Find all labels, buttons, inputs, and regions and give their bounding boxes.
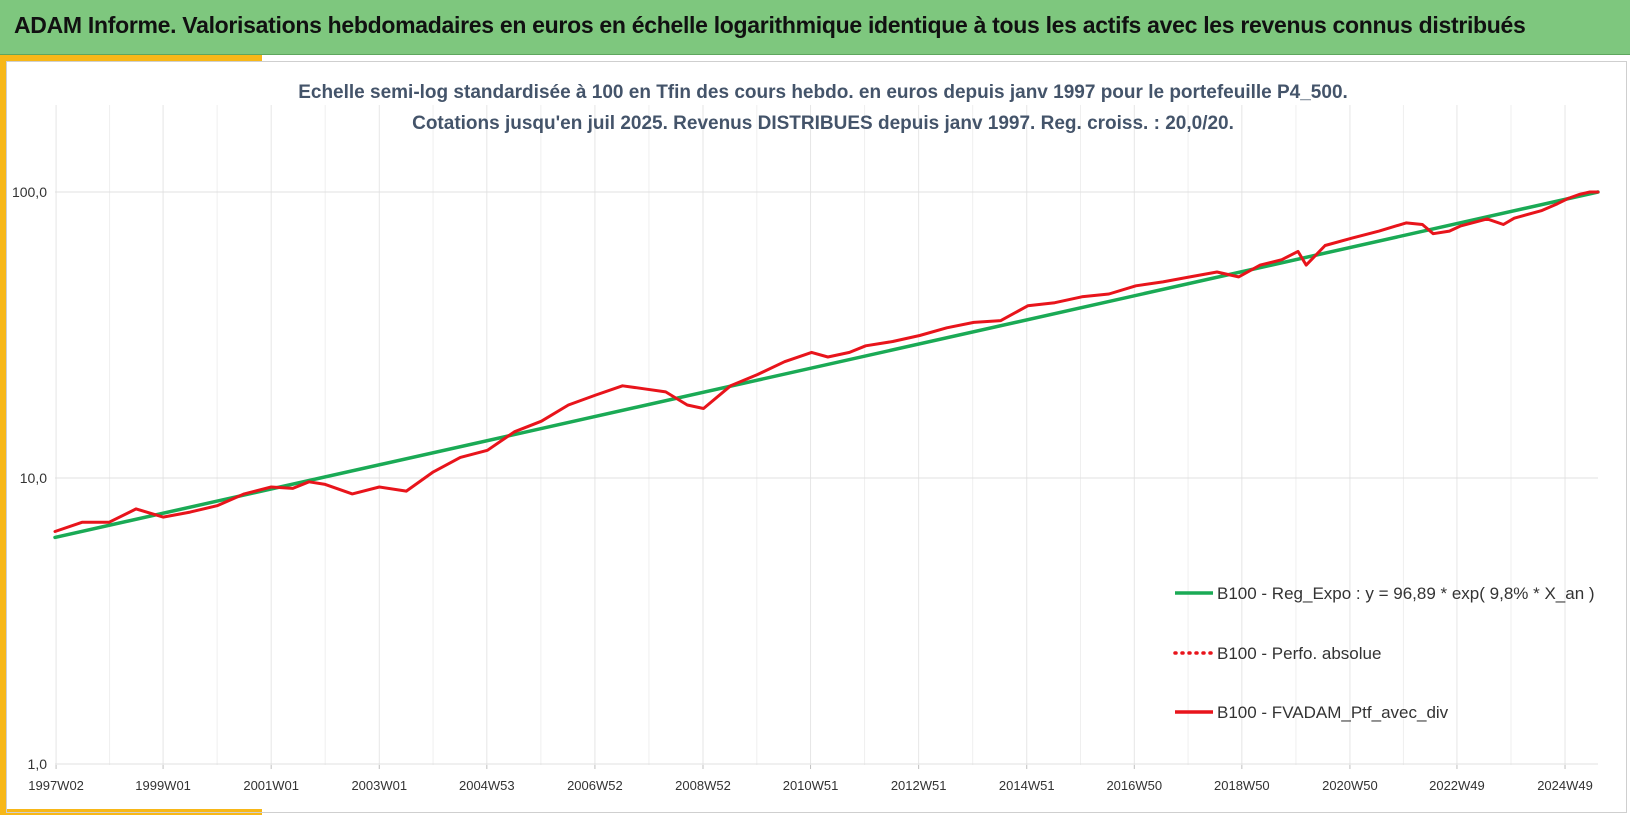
x-tick-label: 2020W50 xyxy=(1322,778,1378,793)
y-axis: 1,0 10,0 100,0 xyxy=(12,184,47,772)
portfolio-line xyxy=(53,190,1600,533)
chart-title: Echelle semi-log standardisée à 100 en T… xyxy=(298,82,1348,103)
x-tick-label: 2016W50 xyxy=(1106,778,1162,793)
grid xyxy=(55,105,1598,765)
x-tick-label: 2010W51 xyxy=(783,778,839,793)
x-tick-label: 2008W52 xyxy=(675,778,731,793)
legend-label: B100 - FVADAM_Ptf_avec_div xyxy=(1217,703,1449,722)
chart-subtitle: Cotations jusqu'en juil 2025. Revenus DI… xyxy=(412,113,1234,134)
y-tick-label: 1,0 xyxy=(28,756,48,772)
regression-line xyxy=(53,190,1600,540)
y-tick-label: 100,0 xyxy=(12,184,47,200)
x-tick-label: 1997W02 xyxy=(28,778,84,793)
x-tick-label: 1999W01 xyxy=(135,778,191,793)
x-tick-label: 2004W53 xyxy=(459,778,515,793)
x-tick-label: 2024W49 xyxy=(1537,778,1593,793)
header-banner: ADAM Informe. Valorisations hebdomadaire… xyxy=(0,0,1630,55)
chart-frame xyxy=(6,61,1627,813)
x-tick-label: 2001W01 xyxy=(243,778,299,793)
accent-bar-top xyxy=(0,55,262,61)
x-tick-label: 2022W49 xyxy=(1429,778,1485,793)
accent-bar-left xyxy=(0,55,6,815)
legend-label: B100 - Reg_Expo : y = 96,89 * exp( 9,8% … xyxy=(1217,584,1595,603)
plot-area xyxy=(53,190,1600,540)
x-tick-label: 2003W01 xyxy=(351,778,407,793)
page-title: ADAM Informe. Valorisations hebdomadaire… xyxy=(14,12,1526,38)
x-tick-label: 2012W51 xyxy=(891,778,947,793)
x-tick-label: 2006W52 xyxy=(567,778,623,793)
x-tick-label: 2018W50 xyxy=(1214,778,1270,793)
legend: B100 - Reg_Expo : y = 96,89 * exp( 9,8% … xyxy=(1173,584,1595,722)
x-tick-label: 2014W51 xyxy=(999,778,1055,793)
legend-label: B100 - Perfo. absolue xyxy=(1217,644,1381,663)
x-axis: 1997W02 1999W01 2001W01 2003W01 2004W53 2006W… xyxy=(28,765,1593,793)
y-tick-label: 10,0 xyxy=(20,470,47,486)
